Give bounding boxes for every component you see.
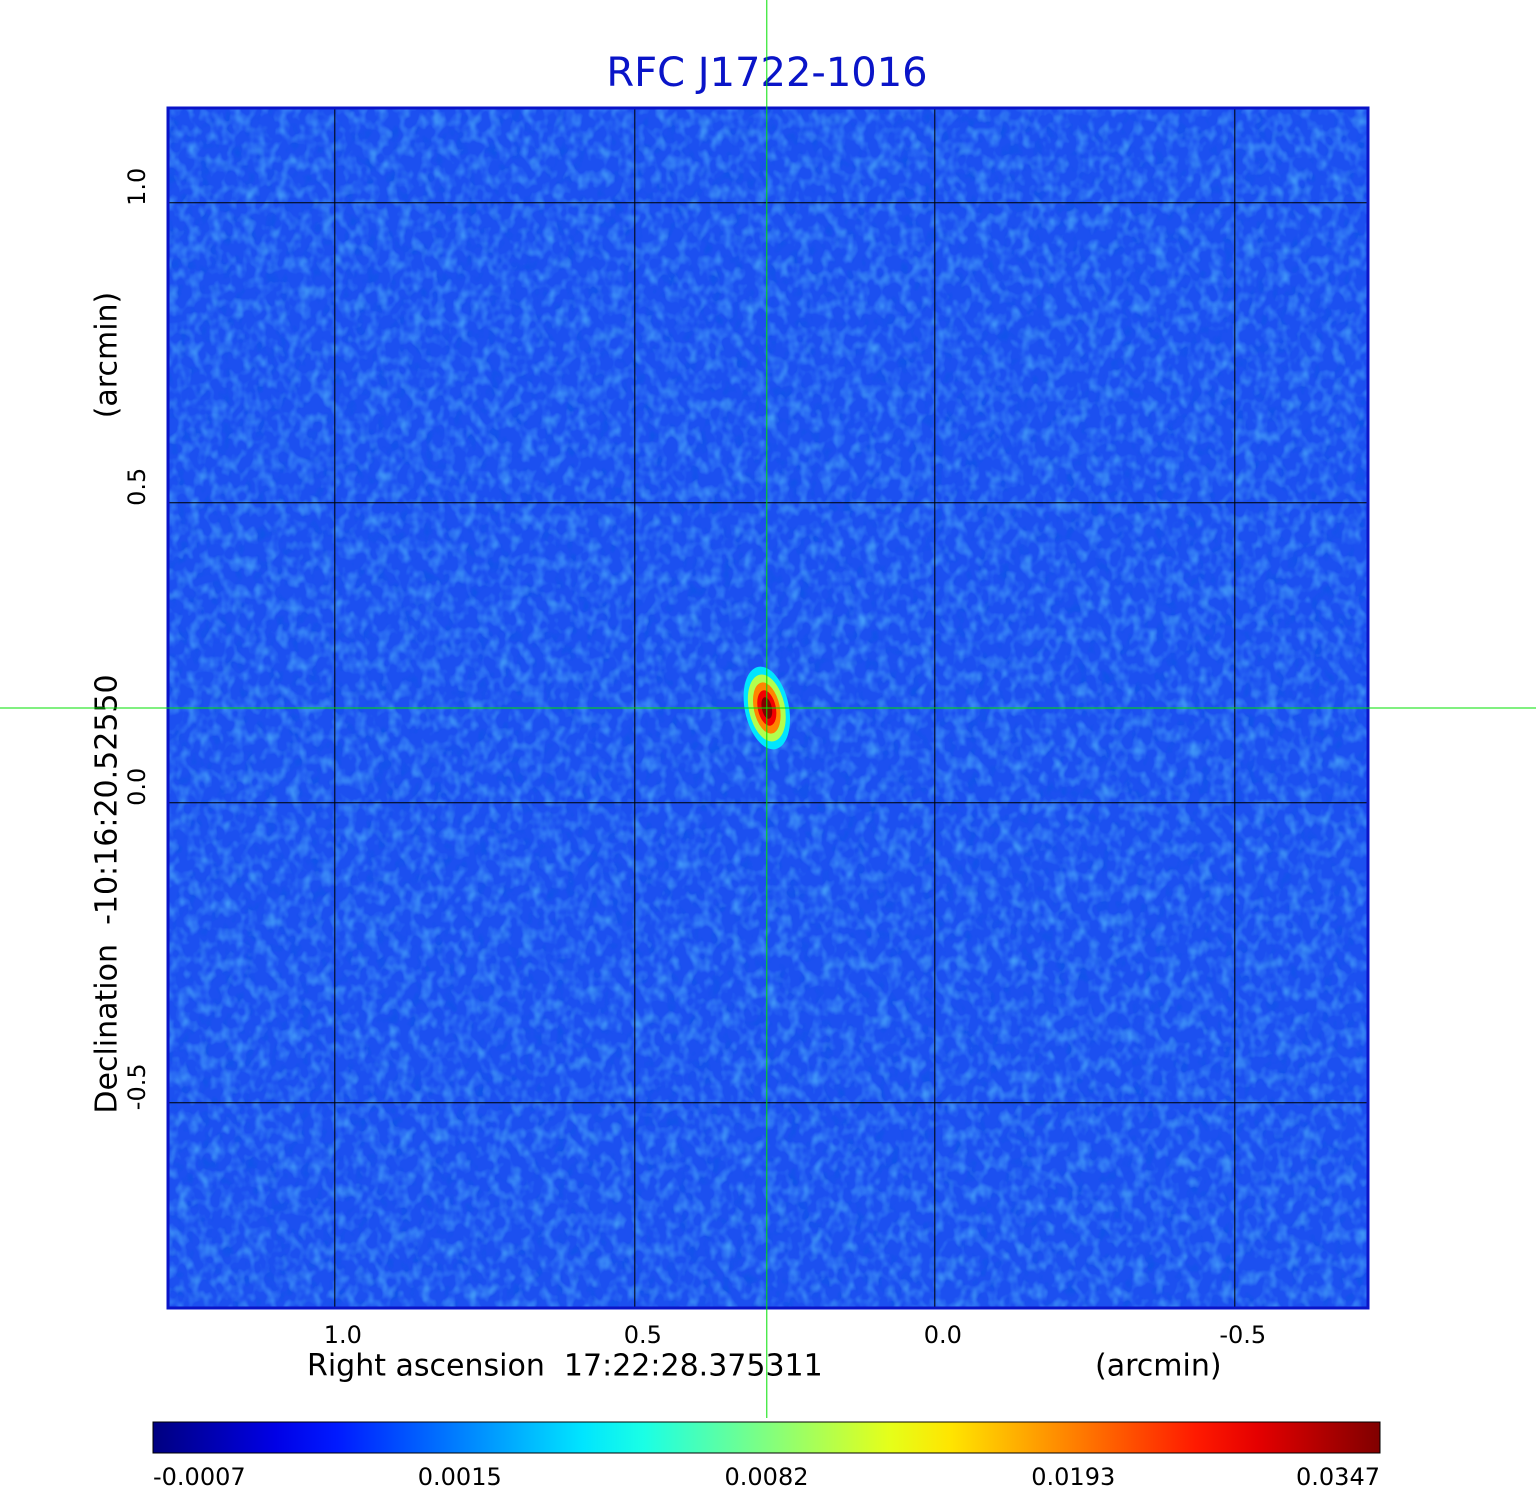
x-tick-label: 0.5 bbox=[624, 1321, 662, 1349]
y-tick-label: -0.5 bbox=[123, 1063, 151, 1110]
x-tick-label: -0.5 bbox=[1219, 1321, 1266, 1349]
colorbar bbox=[152, 1421, 1381, 1454]
colorbar-tick-label: -0.0007 bbox=[153, 1463, 246, 1491]
y-axis-unit: (arcmin) bbox=[90, 292, 125, 419]
x-tick-label: 0.0 bbox=[924, 1321, 962, 1349]
x-axis-unit: (arcmin) bbox=[1095, 1349, 1222, 1384]
colorbar-tick-label: 0.0015 bbox=[418, 1463, 502, 1491]
y-tick-label: 1.0 bbox=[123, 168, 151, 206]
colorbar-tick-label: 0.0347 bbox=[1296, 1463, 1380, 1491]
y-tick-label: 0.0 bbox=[123, 768, 151, 806]
x-tick-label: 1.0 bbox=[324, 1321, 362, 1349]
y-axis-label: Declination -10:16:20.52550 bbox=[90, 674, 125, 1113]
x-axis-label: Right ascension 17:22:28.375311 bbox=[307, 1349, 823, 1384]
y-tick-label: 0.5 bbox=[123, 468, 151, 506]
colorbar-tick-label: 0.0082 bbox=[725, 1463, 809, 1491]
colorbar-tick-label: 0.0193 bbox=[1031, 1463, 1115, 1491]
